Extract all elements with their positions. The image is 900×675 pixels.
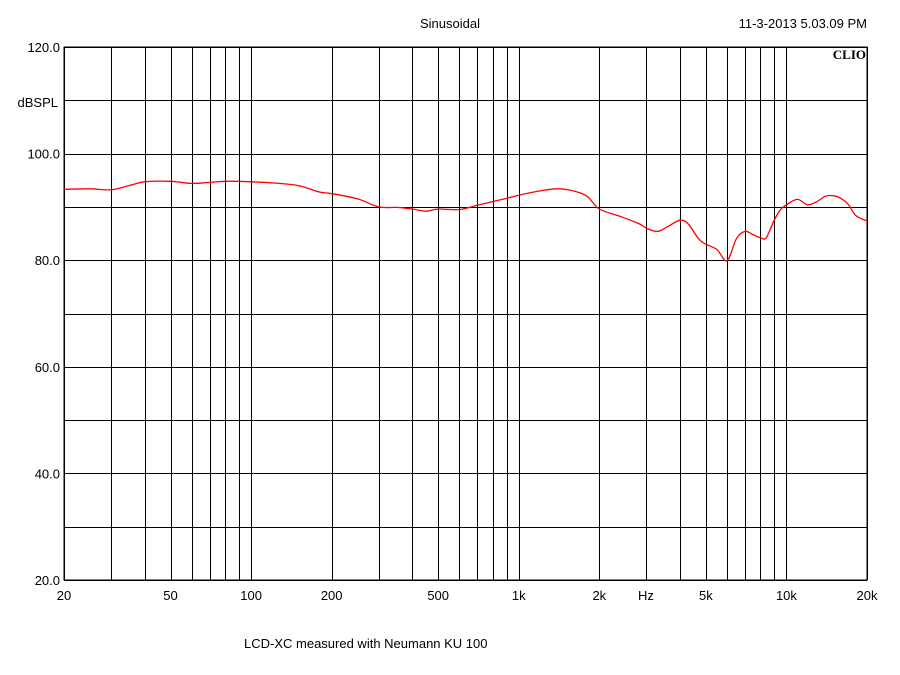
x-tick-label-6: 2k (592, 588, 606, 603)
y-tick-label-2: 60.0 (35, 360, 60, 375)
x-tick-label-0: 20 (57, 588, 71, 603)
x-tick-label-2: 100 (240, 588, 262, 603)
y-tick-label-4: 100.0 (27, 147, 60, 162)
series-line (63, 180, 868, 262)
chart-caption: LCD-XC measured with Neumann KU 100 (244, 636, 488, 651)
horizontal-gridlines (64, 47, 867, 581)
y-tick-labels: 20.0 40.0 60.0 80.0 100.0 120.0 (27, 40, 60, 588)
x-tick-labels: 20 50 100 200 500 1k 2k 5k 10k 20k (57, 588, 878, 603)
clio-logo: CLIO (833, 47, 866, 62)
y-tick-label-0: 20.0 (35, 573, 60, 588)
x-tick-label-5: 1k (512, 588, 526, 603)
x-tick-label-8: 10k (776, 588, 797, 603)
plot-frame (63, 46, 868, 581)
y-tick-label-1: 40.0 (35, 466, 60, 481)
timestamp: 11-3-2013 5.03.09 PM (739, 16, 867, 31)
y-axis-label: dBSPL (18, 95, 58, 110)
x-tick-label-1: 50 (163, 588, 177, 603)
y-tick-label-3: 80.0 (35, 253, 60, 268)
chart-title: Sinusoidal (420, 16, 480, 31)
x-tick-label-7: 5k (699, 588, 713, 603)
x-tick-label-4: 500 (427, 588, 449, 603)
x-tick-label-3: 200 (321, 588, 343, 603)
vertical-gridlines (64, 47, 868, 580)
y-tick-label-5: 120.0 (27, 40, 60, 55)
x-axis-unit-label: Hz (638, 588, 654, 603)
x-tick-label-9: 20k (857, 588, 878, 603)
